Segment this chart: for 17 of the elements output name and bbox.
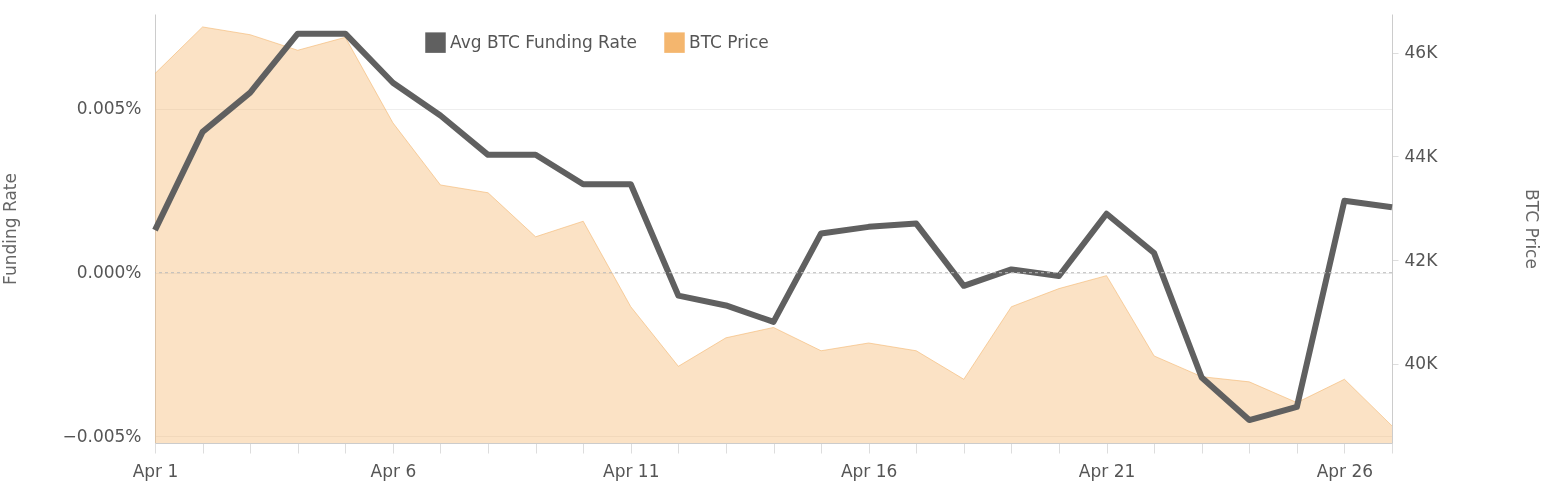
y2-axis-title: BTC Price	[1522, 189, 1543, 269]
y-tick-label: −0.005%	[62, 425, 142, 446]
x-tick-label: Apr 26	[1316, 460, 1374, 481]
y2-tick-label: 46K	[1404, 42, 1439, 63]
y2-tick-label: 40K	[1404, 353, 1439, 374]
x-tick-label: Apr 11	[603, 460, 660, 481]
x-tick-label: Apr 6	[370, 460, 417, 481]
y2-tick-label: 42K	[1404, 249, 1439, 270]
y-tick-label: 0.000%	[76, 262, 142, 283]
x-tick-label: Apr 16	[840, 460, 898, 481]
y-tick-label: 0.005%	[76, 98, 142, 119]
y2-tick-label: 44K	[1404, 145, 1439, 166]
y-axis-title: Funding Rate	[0, 173, 21, 285]
legend-label: BTC Price	[689, 31, 769, 52]
legend-label: Avg BTC Funding Rate	[450, 31, 638, 52]
x-tick-label: Apr 21	[1078, 460, 1136, 481]
x-tick-label: Apr 1	[132, 460, 179, 481]
